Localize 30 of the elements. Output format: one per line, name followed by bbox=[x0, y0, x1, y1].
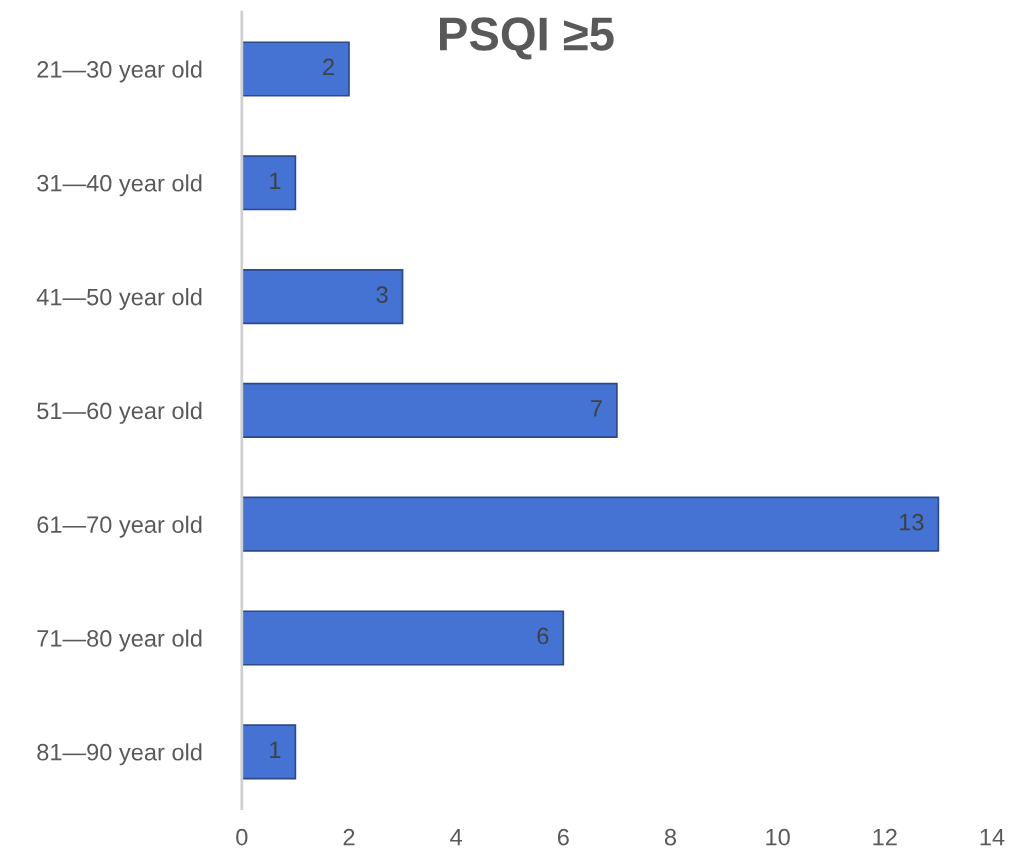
x-tick-label: 6 bbox=[557, 828, 569, 846]
data-label: 1 bbox=[270, 741, 281, 758]
y-tick-label: 41—50 year old bbox=[36, 288, 202, 311]
bar bbox=[241, 155, 297, 211]
x-tick-label: 4 bbox=[450, 829, 463, 846]
bar bbox=[241, 382, 618, 438]
bar bbox=[241, 269, 404, 325]
y-tick-label: 71—80 year old bbox=[37, 629, 202, 652]
data-label: 7 bbox=[591, 400, 602, 417]
x-tick-label: 10 bbox=[766, 828, 790, 846]
data-label: 1 bbox=[270, 172, 281, 189]
y-tick-label: 81—90 year old bbox=[37, 743, 202, 766]
x-tick-label: 14 bbox=[980, 829, 1005, 846]
chart-title: PSQI ≥5 bbox=[440, 17, 614, 60]
bar bbox=[241, 610, 565, 666]
x-tick-label: 2 bbox=[343, 828, 355, 846]
data-label: 6 bbox=[537, 627, 549, 645]
y-tick-label: 31—40 year old bbox=[37, 174, 202, 197]
data-label: 2 bbox=[323, 58, 334, 76]
bar bbox=[241, 41, 350, 97]
y-tick-label: 51—60 year old bbox=[37, 401, 202, 424]
bar bbox=[241, 496, 940, 552]
data-label: 13 bbox=[900, 513, 924, 531]
x-tick-label: 8 bbox=[664, 828, 677, 846]
data-label: 3 bbox=[376, 286, 388, 303]
bar bbox=[241, 724, 297, 780]
y-tick-label: 61—70 year old bbox=[37, 515, 202, 538]
x-tick-label: 12 bbox=[873, 828, 897, 846]
x-tick-label: 0 bbox=[236, 828, 248, 846]
y-tick-label: 21—30 year old bbox=[37, 60, 202, 83]
